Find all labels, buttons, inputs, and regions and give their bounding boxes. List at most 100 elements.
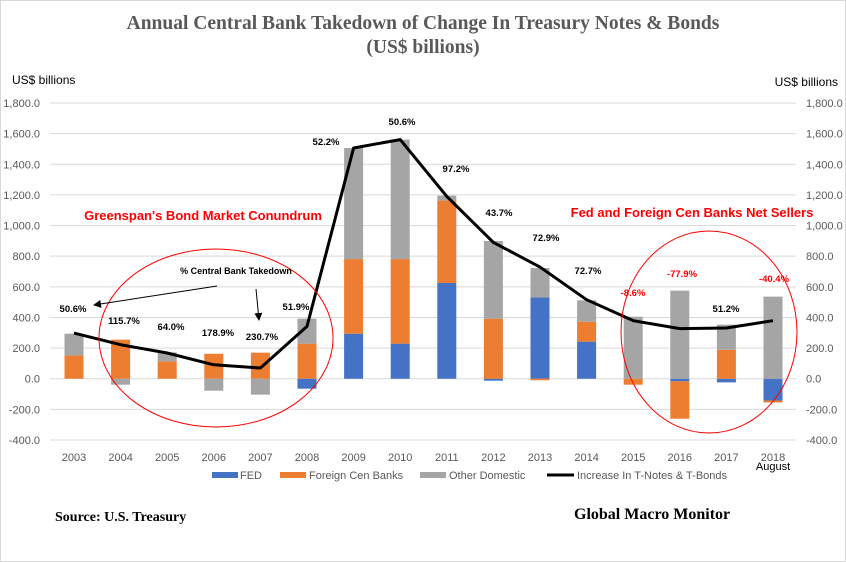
bar-other-domestic-2012 [483, 241, 503, 319]
legend-swatch [280, 472, 306, 478]
y-tick-label-right: 0.0 [806, 374, 821, 386]
y-tick-label-left: 1,800.0 [3, 98, 40, 110]
x-tick-label: 2018 [761, 452, 785, 464]
bar-fed-2011 [437, 282, 457, 379]
y-tick-label-left: 600.0 [12, 282, 40, 294]
data-label: 230.7% [246, 332, 279, 343]
x-tick-label: 2012 [481, 452, 505, 464]
y-tick-label-right: -200.0 [806, 404, 837, 416]
bar-other-domestic-2015 [623, 316, 643, 379]
y-tick-label-right: 600.0 [806, 282, 834, 294]
legend-label: Other Domestic [449, 470, 526, 482]
bar-fed-2017 [716, 378, 736, 383]
bar-fed-2016 [670, 378, 690, 382]
y-tick-label-left: 800.0 [12, 251, 40, 263]
takedown-note: % Central Bank Takedown [180, 266, 292, 276]
y-tick-label-right: 200.0 [806, 343, 834, 355]
bar-other-domestic-2004 [111, 378, 131, 385]
arrow-to-2003 [93, 285, 218, 308]
y-tick-label-right: -400.0 [806, 435, 837, 447]
y-tick-label-left: 1,600.0 [3, 129, 40, 141]
legend: FED Foreign Cen Banks Other Domestic Increa… [212, 470, 728, 482]
x-tick-label: 2017 [714, 452, 738, 464]
x-tick-label: 2013 [528, 452, 552, 464]
bar-foreign-cen-banks-2010 [390, 259, 410, 344]
y-tick-label-left: 1,400.0 [3, 159, 40, 171]
bar-foreign-cen-banks-2015 [623, 378, 643, 385]
source-note: Source: U.S. Treasury [55, 510, 186, 525]
x-tick-label: 2007 [248, 452, 272, 464]
bar-fed-2012 [483, 378, 503, 381]
x-tick-label: 2009 [341, 452, 365, 464]
data-label: 64.0% [158, 322, 185, 333]
bar-fed-2008 [297, 378, 317, 389]
line-series [73, 138, 774, 370]
y-tick-label-left: 0.0 [25, 374, 40, 386]
bar-foreign-cen-banks-2004 [111, 339, 131, 379]
y-tick-label-left: -200.0 [9, 404, 40, 416]
bar-foreign-cen-banks-2014 [577, 321, 597, 342]
bar-other-domestic-2018 [763, 296, 783, 379]
legend-label: FED [240, 470, 262, 482]
x-tick-labels: 2003 2004 2005 2006 2007 2008 2009 2010 2011 2012… [62, 452, 790, 473]
data-label: -8.6% [621, 288, 646, 299]
data-labels: 50.6% 115.7% 64.0% 178.9% 230.7% 51.9% 52.2% 50… [60, 117, 790, 343]
bar-other-domestic-2013 [530, 267, 550, 298]
x-tick-label: 2004 [108, 452, 132, 464]
x-tick-label: 2003 [62, 452, 86, 464]
bar-other-domestic-2009 [344, 148, 364, 260]
y-tick-label-right: 1,400.0 [806, 159, 843, 171]
y-tick-label-right: 800.0 [806, 251, 834, 263]
bar-foreign-cen-banks-2007 [250, 352, 270, 379]
chart-subtitle: (US$ billions) [366, 37, 479, 58]
bar-other-domestic-2006 [204, 378, 224, 391]
left-callout-text: Greenspan's Bond Market Conundrum [84, 208, 322, 223]
legend-swatch [420, 472, 446, 478]
y-axis-label-left: US$ billions [12, 73, 75, 87]
bar-other-domestic-2008 [297, 318, 317, 344]
bar-fed-2010 [390, 343, 410, 379]
brand-label: Global Macro Monitor [574, 506, 730, 523]
bar-fed-2014 [577, 341, 597, 379]
y-tick-labels: 1,800.0 1,800.0 1,600.0 1,600.0 1,400.0 1,400… [3, 98, 842, 447]
bar-fed-2018 [763, 378, 783, 401]
right-callout-text: Fed and Foreign Cen Banks Net Sellers [571, 205, 814, 220]
bar-other-domestic-2016 [670, 290, 690, 379]
bar-foreign-cen-banks-2005 [157, 361, 177, 379]
data-label: 50.6% [60, 304, 87, 315]
legend-label: Foreign Cen Banks [309, 470, 404, 482]
y-tick-label-right: 400.0 [806, 312, 834, 324]
bar-foreign-cen-banks-2009 [344, 259, 364, 334]
data-label: -40.4% [759, 274, 790, 285]
x-tick-label: 2011 [435, 452, 459, 464]
data-label: 72.9% [533, 233, 560, 244]
bar-other-domestic-2003 [64, 333, 84, 356]
left-callout-ellipse [98, 248, 334, 428]
x-tick-label: 2010 [388, 452, 412, 464]
data-label: 97.2% [443, 164, 470, 175]
x-tick-label: 2008 [295, 452, 319, 464]
chart-title: Annual Central Bank Takedown of Change I… [127, 13, 720, 34]
bar-foreign-cen-banks-2012 [483, 318, 503, 379]
bar-foreign-cen-banks-2003 [64, 355, 84, 379]
bar-other-domestic-2010 [390, 139, 410, 260]
y-tick-label-left: 1,200.0 [3, 190, 40, 202]
data-label: 50.6% [389, 117, 416, 128]
x-tick-label: 2005 [155, 452, 179, 464]
y-tick-label-left: 1,000.0 [3, 221, 40, 233]
y-tick-label-right: 1,200.0 [806, 190, 843, 202]
bar-other-domestic-2005 [157, 352, 177, 362]
data-label: 178.9% [202, 328, 235, 339]
y-tick-label-right: 1,600.0 [806, 129, 843, 141]
bars [64, 139, 783, 419]
right-callout-ellipse [620, 230, 798, 434]
y-tick-label-left: 400.0 [12, 312, 40, 324]
data-label: 51.9% [283, 302, 310, 313]
legend-label: Increase In T-Notes & T-Bonds [577, 470, 728, 482]
bar-foreign-cen-banks-2017 [716, 349, 736, 379]
line-increase-t-notes-bonds [73, 138, 774, 370]
x-tick-label: 2006 [202, 452, 226, 464]
